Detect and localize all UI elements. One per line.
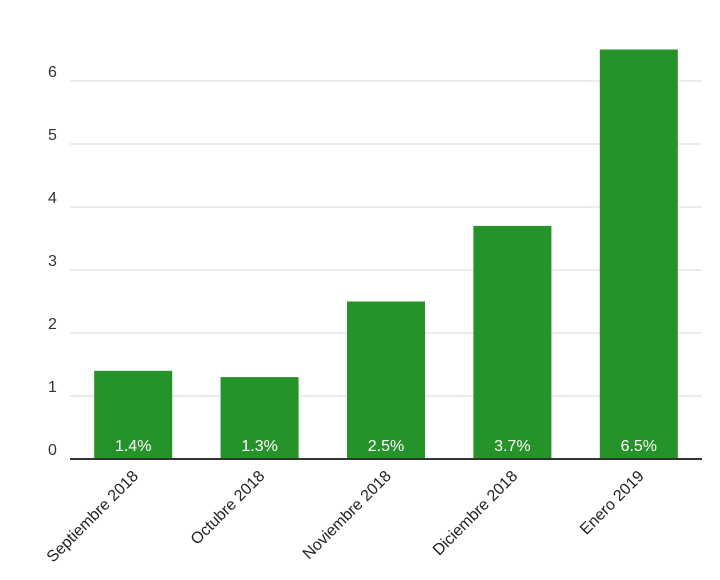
- y-tick-label: 1: [48, 379, 57, 396]
- x-axis-category-labels: Septiembre 2018 Octubre 2018 Noviembre 201…: [44, 468, 648, 566]
- bar-data-labels: 1.4% 1.3% 2.5% 3.7% 6.5%: [115, 438, 657, 455]
- x-category-label: Noviembre 2018: [300, 468, 395, 563]
- bar: [94, 370, 173, 459]
- y-tick-label: 4: [48, 190, 57, 207]
- y-axis-tick-labels: 0 1 2 3 4 5 6: [48, 64, 57, 459]
- bars: [94, 49, 678, 459]
- bar: [473, 225, 552, 459]
- bar-data-label: 6.5%: [621, 438, 657, 455]
- y-tick-label: 0: [48, 442, 57, 459]
- bar: [220, 377, 299, 459]
- gridlines: [70, 80, 702, 397]
- bar: [599, 49, 678, 459]
- x-category-label: Enero 2019: [577, 468, 648, 539]
- y-tick-label: 2: [48, 316, 57, 333]
- bar-data-label: 3.7%: [494, 438, 530, 455]
- y-tick-label: 6: [48, 64, 57, 81]
- x-category-label: Diciembre 2018: [430, 468, 521, 559]
- y-tick-label: 5: [48, 127, 57, 144]
- bar-data-label: 2.5%: [368, 438, 404, 455]
- x-category-label: Septiembre 2018: [44, 468, 142, 566]
- y-tick-label: 3: [48, 253, 57, 270]
- bar-data-label: 1.3%: [241, 438, 277, 455]
- x-category-label: Octubre 2018: [188, 468, 269, 549]
- bar: [347, 301, 425, 459]
- bar-data-label: 1.4%: [115, 438, 151, 455]
